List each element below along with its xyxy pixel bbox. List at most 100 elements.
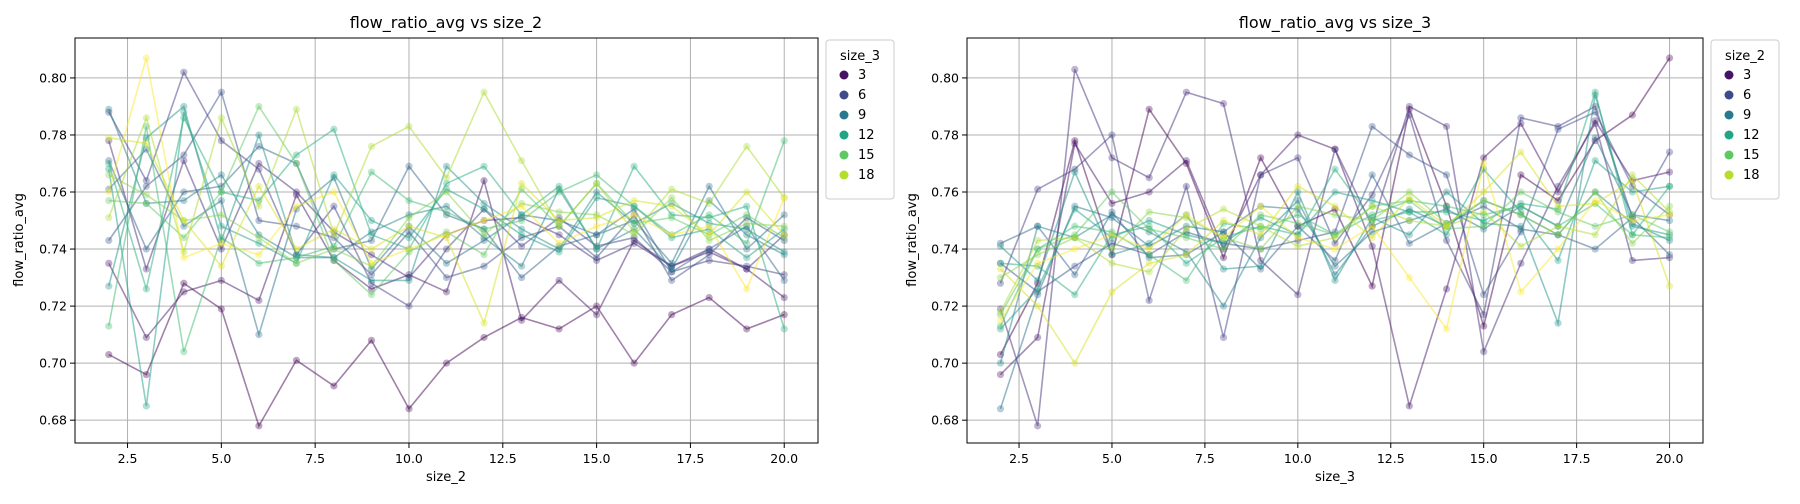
data-point: [255, 331, 263, 339]
data-point: [480, 234, 488, 242]
data-point: [517, 273, 526, 282]
data-point: [330, 231, 338, 239]
data-point: [705, 251, 713, 259]
data-point: [593, 194, 601, 202]
data-point: [292, 254, 300, 262]
chart-left-xtick-label: 10.0: [395, 451, 423, 466]
data-point: [217, 88, 225, 96]
data-point: [517, 225, 526, 233]
data-point: [1368, 196, 1376, 205]
data-point: [217, 114, 225, 122]
data-point: [180, 279, 188, 287]
data-point: [996, 370, 1005, 379]
chart-left-series-13: [105, 171, 788, 270]
data-point: [367, 285, 376, 293]
data-point: [593, 245, 601, 253]
data-point: [780, 293, 788, 302]
data-point: [1145, 208, 1153, 216]
data-point: [330, 171, 338, 179]
chart-left-grid: [75, 38, 818, 443]
data-point: [1442, 222, 1451, 230]
data-point: [780, 276, 788, 285]
data-point: [217, 262, 225, 270]
legend-marker: [1724, 110, 1734, 120]
data-point: [593, 256, 601, 265]
data-point: [1257, 265, 1265, 273]
data-point: [630, 162, 638, 170]
data-point: [1665, 228, 1674, 236]
data-point: [1405, 402, 1413, 410]
data-point: [180, 216, 188, 225]
series-line: [108, 104, 785, 296]
chart-right-ylabel: flow_ratio_avg: [905, 193, 920, 287]
data-point: [255, 422, 263, 430]
data-point: [593, 179, 601, 188]
chart-left-xtick-label: 5.0: [211, 451, 231, 466]
data-point: [1480, 216, 1488, 225]
data-point: [1517, 242, 1525, 250]
data-point: [1405, 102, 1413, 111]
data-point: [1442, 202, 1451, 210]
data-point: [1442, 236, 1451, 245]
data-point: [217, 196, 225, 205]
data-point: [1071, 245, 1079, 253]
data-point: [1628, 231, 1636, 239]
data-point: [292, 188, 300, 196]
data-point: [780, 311, 788, 319]
data-point: [1480, 202, 1488, 210]
data-point: [668, 194, 676, 202]
data-point: [743, 188, 751, 196]
data-point: [1554, 202, 1562, 210]
series-line: [999, 111, 1671, 297]
data-point: [1108, 154, 1116, 162]
data-point: [1665, 216, 1674, 225]
data-point: [668, 211, 676, 219]
data-point: [480, 162, 488, 170]
data-point: [1034, 251, 1042, 259]
data-point: [1442, 208, 1451, 216]
data-point: [1108, 231, 1116, 239]
data-point: [292, 202, 300, 210]
data-point: [1591, 245, 1599, 253]
data-point: [668, 185, 676, 193]
data-point: [480, 88, 488, 96]
data-point: [668, 202, 676, 210]
legend-label: 12: [858, 128, 875, 143]
chart-left-ytick-label: 0.76: [39, 185, 67, 200]
data-point: [1108, 245, 1116, 253]
chart-left-ytick-label: 0.80: [39, 70, 67, 85]
data-point: [180, 288, 188, 296]
data-point: [1108, 228, 1116, 236]
data-point: [593, 222, 601, 230]
data-point: [105, 322, 113, 330]
data-point: [1480, 196, 1488, 205]
data-point: [743, 211, 751, 219]
data-point: [105, 214, 113, 222]
data-point: [1294, 202, 1302, 210]
data-point: [1331, 145, 1339, 153]
data-point: [1294, 131, 1302, 139]
data-point: [217, 188, 225, 196]
data-point: [1257, 245, 1265, 253]
data-point: [1480, 154, 1488, 162]
data-point: [1294, 234, 1302, 242]
chart-left-ylabel: flow_ratio_avg: [12, 193, 27, 287]
chart-right-plot-frame: [966, 37, 1704, 444]
legend-marker: [1724, 170, 1734, 180]
data-point: [555, 216, 563, 225]
series-line: [108, 282, 785, 428]
data-point: [1257, 262, 1265, 270]
data-point: [743, 262, 751, 270]
chart-right-title: flow_ratio_avg vs size_3: [1239, 13, 1431, 33]
data-point: [105, 236, 113, 245]
data-point: [1145, 239, 1153, 247]
series-line: [999, 150, 1671, 365]
legend-label: 6: [858, 88, 866, 103]
data-point: [105, 188, 113, 196]
data-point: [405, 405, 413, 413]
data-point: [1405, 231, 1413, 239]
data-point: [330, 125, 338, 133]
data-point: [1665, 236, 1674, 245]
series-line: [999, 190, 1670, 316]
